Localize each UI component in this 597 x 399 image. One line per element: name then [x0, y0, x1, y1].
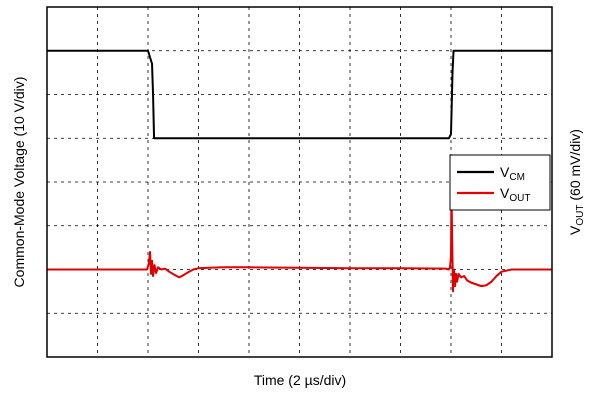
legend-label-vcm-sub: CM	[509, 172, 525, 183]
y-axis-label-right-suffix: (60 mV/div)	[567, 129, 583, 204]
y-axis-label-left: Common-Mode Voltage (10 V/div)	[11, 77, 27, 288]
series-line-vcm	[47, 49, 552, 140]
legend-label-vout: VOUT	[500, 185, 530, 204]
plot-border	[46, 6, 553, 358]
series-group	[47, 49, 552, 293]
y-axis-label-right: VOUT (60 mV/div)	[567, 129, 586, 235]
legend: VCM VOUT	[449, 154, 551, 211]
x-axis-label: Time (2 µs/div)	[254, 372, 346, 388]
series-line-vout	[47, 185, 552, 293]
y-axis-label-right-prefix: V	[567, 225, 583, 235]
legend-label-vcm-base: V	[500, 164, 510, 180]
legend-box	[449, 154, 551, 211]
legend-label-vcm: VCM	[500, 164, 525, 183]
y-axis-label-right-sub: OUT	[575, 205, 586, 226]
legend-label-vout-sub: OUT	[509, 193, 530, 204]
legend-label-vout-base: V	[500, 185, 510, 201]
